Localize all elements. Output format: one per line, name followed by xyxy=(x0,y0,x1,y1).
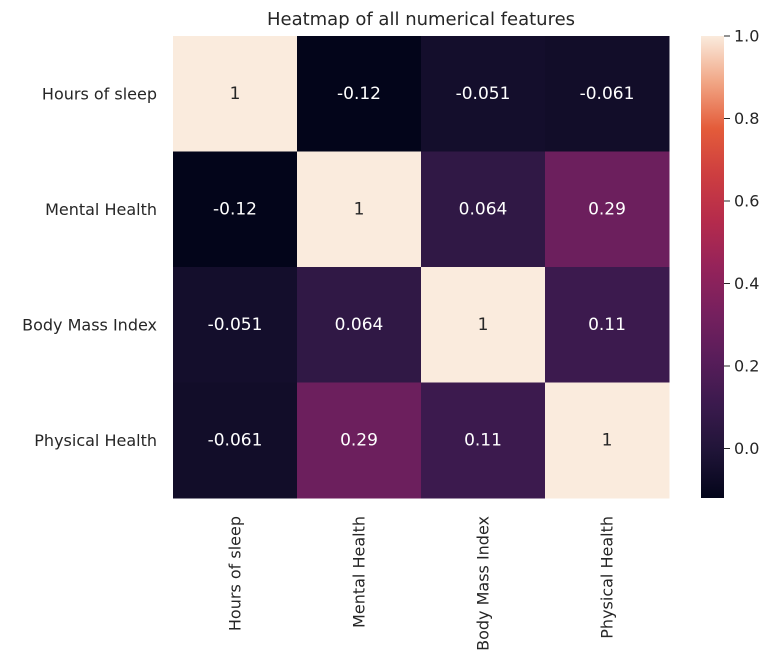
cell-annotation: -0.061 xyxy=(580,84,635,104)
cell-annotation: -0.12 xyxy=(213,199,257,219)
heatmap-cell xyxy=(421,36,546,152)
y-tick-label: Mental Health xyxy=(45,200,157,219)
heatmap-cell xyxy=(173,151,298,268)
heatmap-cell xyxy=(297,267,422,383)
cell-annotation: -0.051 xyxy=(456,84,511,104)
x-tick-label: Hours of sleep xyxy=(226,516,245,631)
cell-annotation: -0.12 xyxy=(337,84,381,104)
heatmap-cell xyxy=(545,36,670,152)
y-axis-tick-labels: Hours of sleep Mental Health Body Mass Ind… xyxy=(22,84,157,450)
colorbar-tick-label: 0.0 xyxy=(734,439,759,458)
cell-annotation: -0.061 xyxy=(208,430,263,450)
heatmap-cell xyxy=(545,267,670,383)
heatmap-cells xyxy=(173,36,670,499)
cell-annotation: 1 xyxy=(602,430,613,450)
colorbar xyxy=(701,36,724,498)
cell-annotation: -0.051 xyxy=(208,315,263,335)
cell-annotation: 0.064 xyxy=(335,315,384,335)
cell-annotation: 1 xyxy=(230,84,241,104)
colorbar-tick-label: 0.6 xyxy=(734,192,759,211)
heatmap-cell xyxy=(421,382,546,499)
cell-annotations: 1 -0.12 -0.051 -0.061 -0.12 1 0.064 0.29 -0.051 0… xyxy=(208,84,635,451)
x-axis-tick-labels: Hours of sleep Mental Health Body Mass Ind… xyxy=(226,516,617,651)
heatmap-cell xyxy=(173,382,298,499)
heatmap-cell xyxy=(545,382,670,499)
y-tick-label: Hours of sleep xyxy=(42,84,157,103)
heatmap-cell xyxy=(297,382,422,499)
y-tick-label: Body Mass Index xyxy=(22,315,157,334)
colorbar-gradient xyxy=(701,36,724,498)
colorbar-tick-label: 0.4 xyxy=(734,274,759,293)
cell-annotation: 1 xyxy=(354,199,365,219)
x-tick-label: Mental Health xyxy=(350,516,369,628)
colorbar-ticks: 0.0 0.2 0.4 0.6 0.8 1.0 xyxy=(724,27,759,458)
heatmap-cell xyxy=(173,36,298,152)
heatmap-cell xyxy=(297,151,422,268)
heatmap-cell xyxy=(297,36,422,152)
heatmap-cell xyxy=(421,267,546,383)
cell-annotation: 0.11 xyxy=(588,315,626,335)
colorbar-tick-label: 0.2 xyxy=(734,357,759,376)
cell-annotation: 0.29 xyxy=(340,430,378,450)
cell-annotation: 0.064 xyxy=(459,199,508,219)
heatmap-cell xyxy=(545,151,670,268)
y-tick-label: Physical Health xyxy=(34,431,157,450)
chart-title: Heatmap of all numerical features xyxy=(267,9,575,30)
x-tick-label: Physical Health xyxy=(598,516,617,639)
cell-annotation: 1 xyxy=(478,315,489,335)
colorbar-tick-label: 0.8 xyxy=(734,109,759,128)
cell-annotation: 0.11 xyxy=(464,430,502,450)
cell-annotation: 0.29 xyxy=(588,199,626,219)
heatmap-cell xyxy=(173,267,298,383)
colorbar-tick-label: 1.0 xyxy=(734,27,759,46)
x-tick-label: Body Mass Index xyxy=(474,516,493,651)
heatmap-cell xyxy=(421,151,546,268)
